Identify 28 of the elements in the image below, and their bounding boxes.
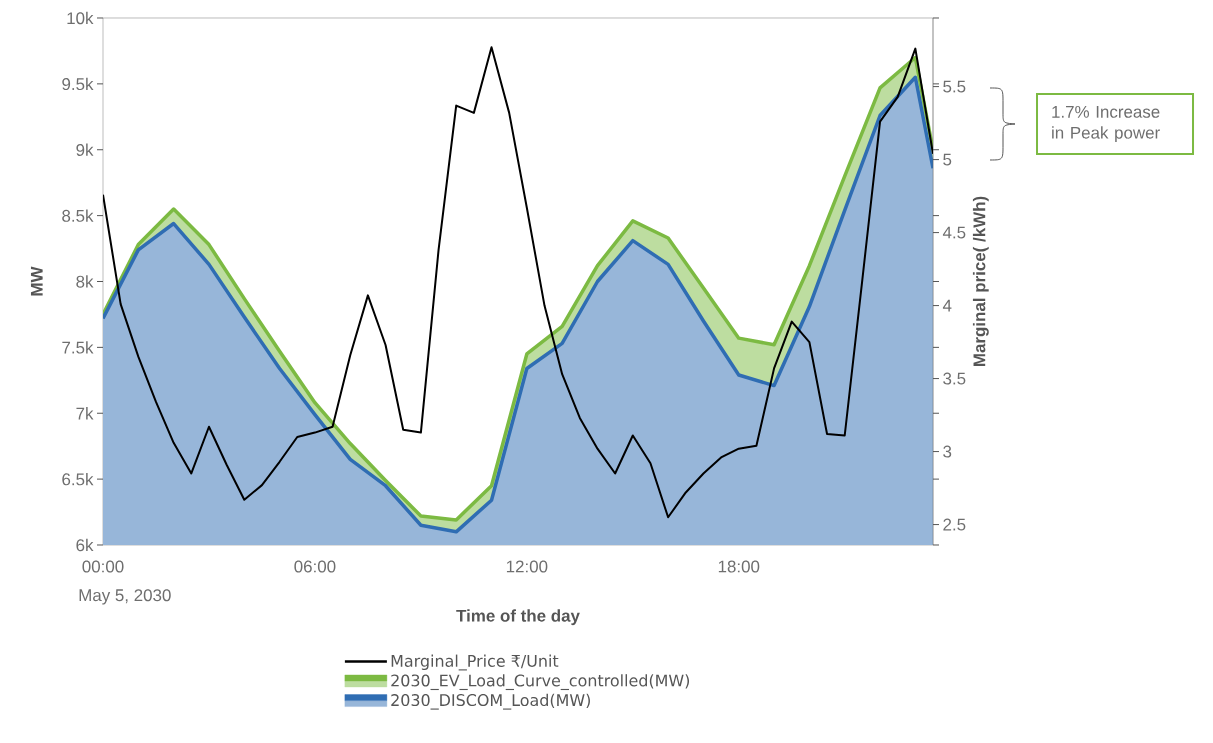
x-axis-title: Time of the day (456, 609, 580, 626)
legend-label: Marginal_Price ₹/Unit (391, 654, 559, 671)
text: May 5, 2030 (79, 589, 171, 605)
y2-tick-label: 3 (943, 445, 952, 458)
y-tick-label: 9.5k (62, 77, 94, 91)
text: 1.7% Increase in Peak power (1052, 105, 1160, 143)
y2-tick-label: 5.5 (943, 80, 966, 93)
y-tick-label: 6.5k (62, 472, 94, 486)
y2-tick-label: 3.5 (943, 372, 966, 385)
y-tick-label: 8k (76, 275, 94, 288)
y2-tick-label: 5 (943, 153, 952, 166)
y2-tick-label: 4.5 (942, 226, 966, 239)
x-tick-label: 18:00 (718, 560, 760, 573)
y-axis-title: MW (30, 266, 43, 296)
legend-label: 2030_EV_Load_Curve_controlled(MW) (391, 674, 690, 691)
y2-tick-label: 4 (942, 299, 952, 312)
y2-tick-label: 2.5 (943, 518, 966, 531)
y-tick-label: 7k (76, 407, 94, 420)
y-tick-label: 7.5k (62, 341, 94, 354)
y-tick-label: 6k (76, 538, 94, 552)
x-tick-label: 12:00 (506, 560, 548, 573)
y-tick-label: 9k (76, 143, 94, 156)
y2-axis-title: Marginal price( /kWh) (972, 196, 989, 366)
x-tick-label: 00:00 (82, 560, 124, 573)
y-tick-label: 8.5k (62, 209, 94, 222)
x-tick-label: 06:00 (294, 560, 336, 573)
y-tick-label: 10k (67, 11, 94, 25)
legend-label: 2030_DISCOM_Load(MW) (391, 693, 590, 710)
